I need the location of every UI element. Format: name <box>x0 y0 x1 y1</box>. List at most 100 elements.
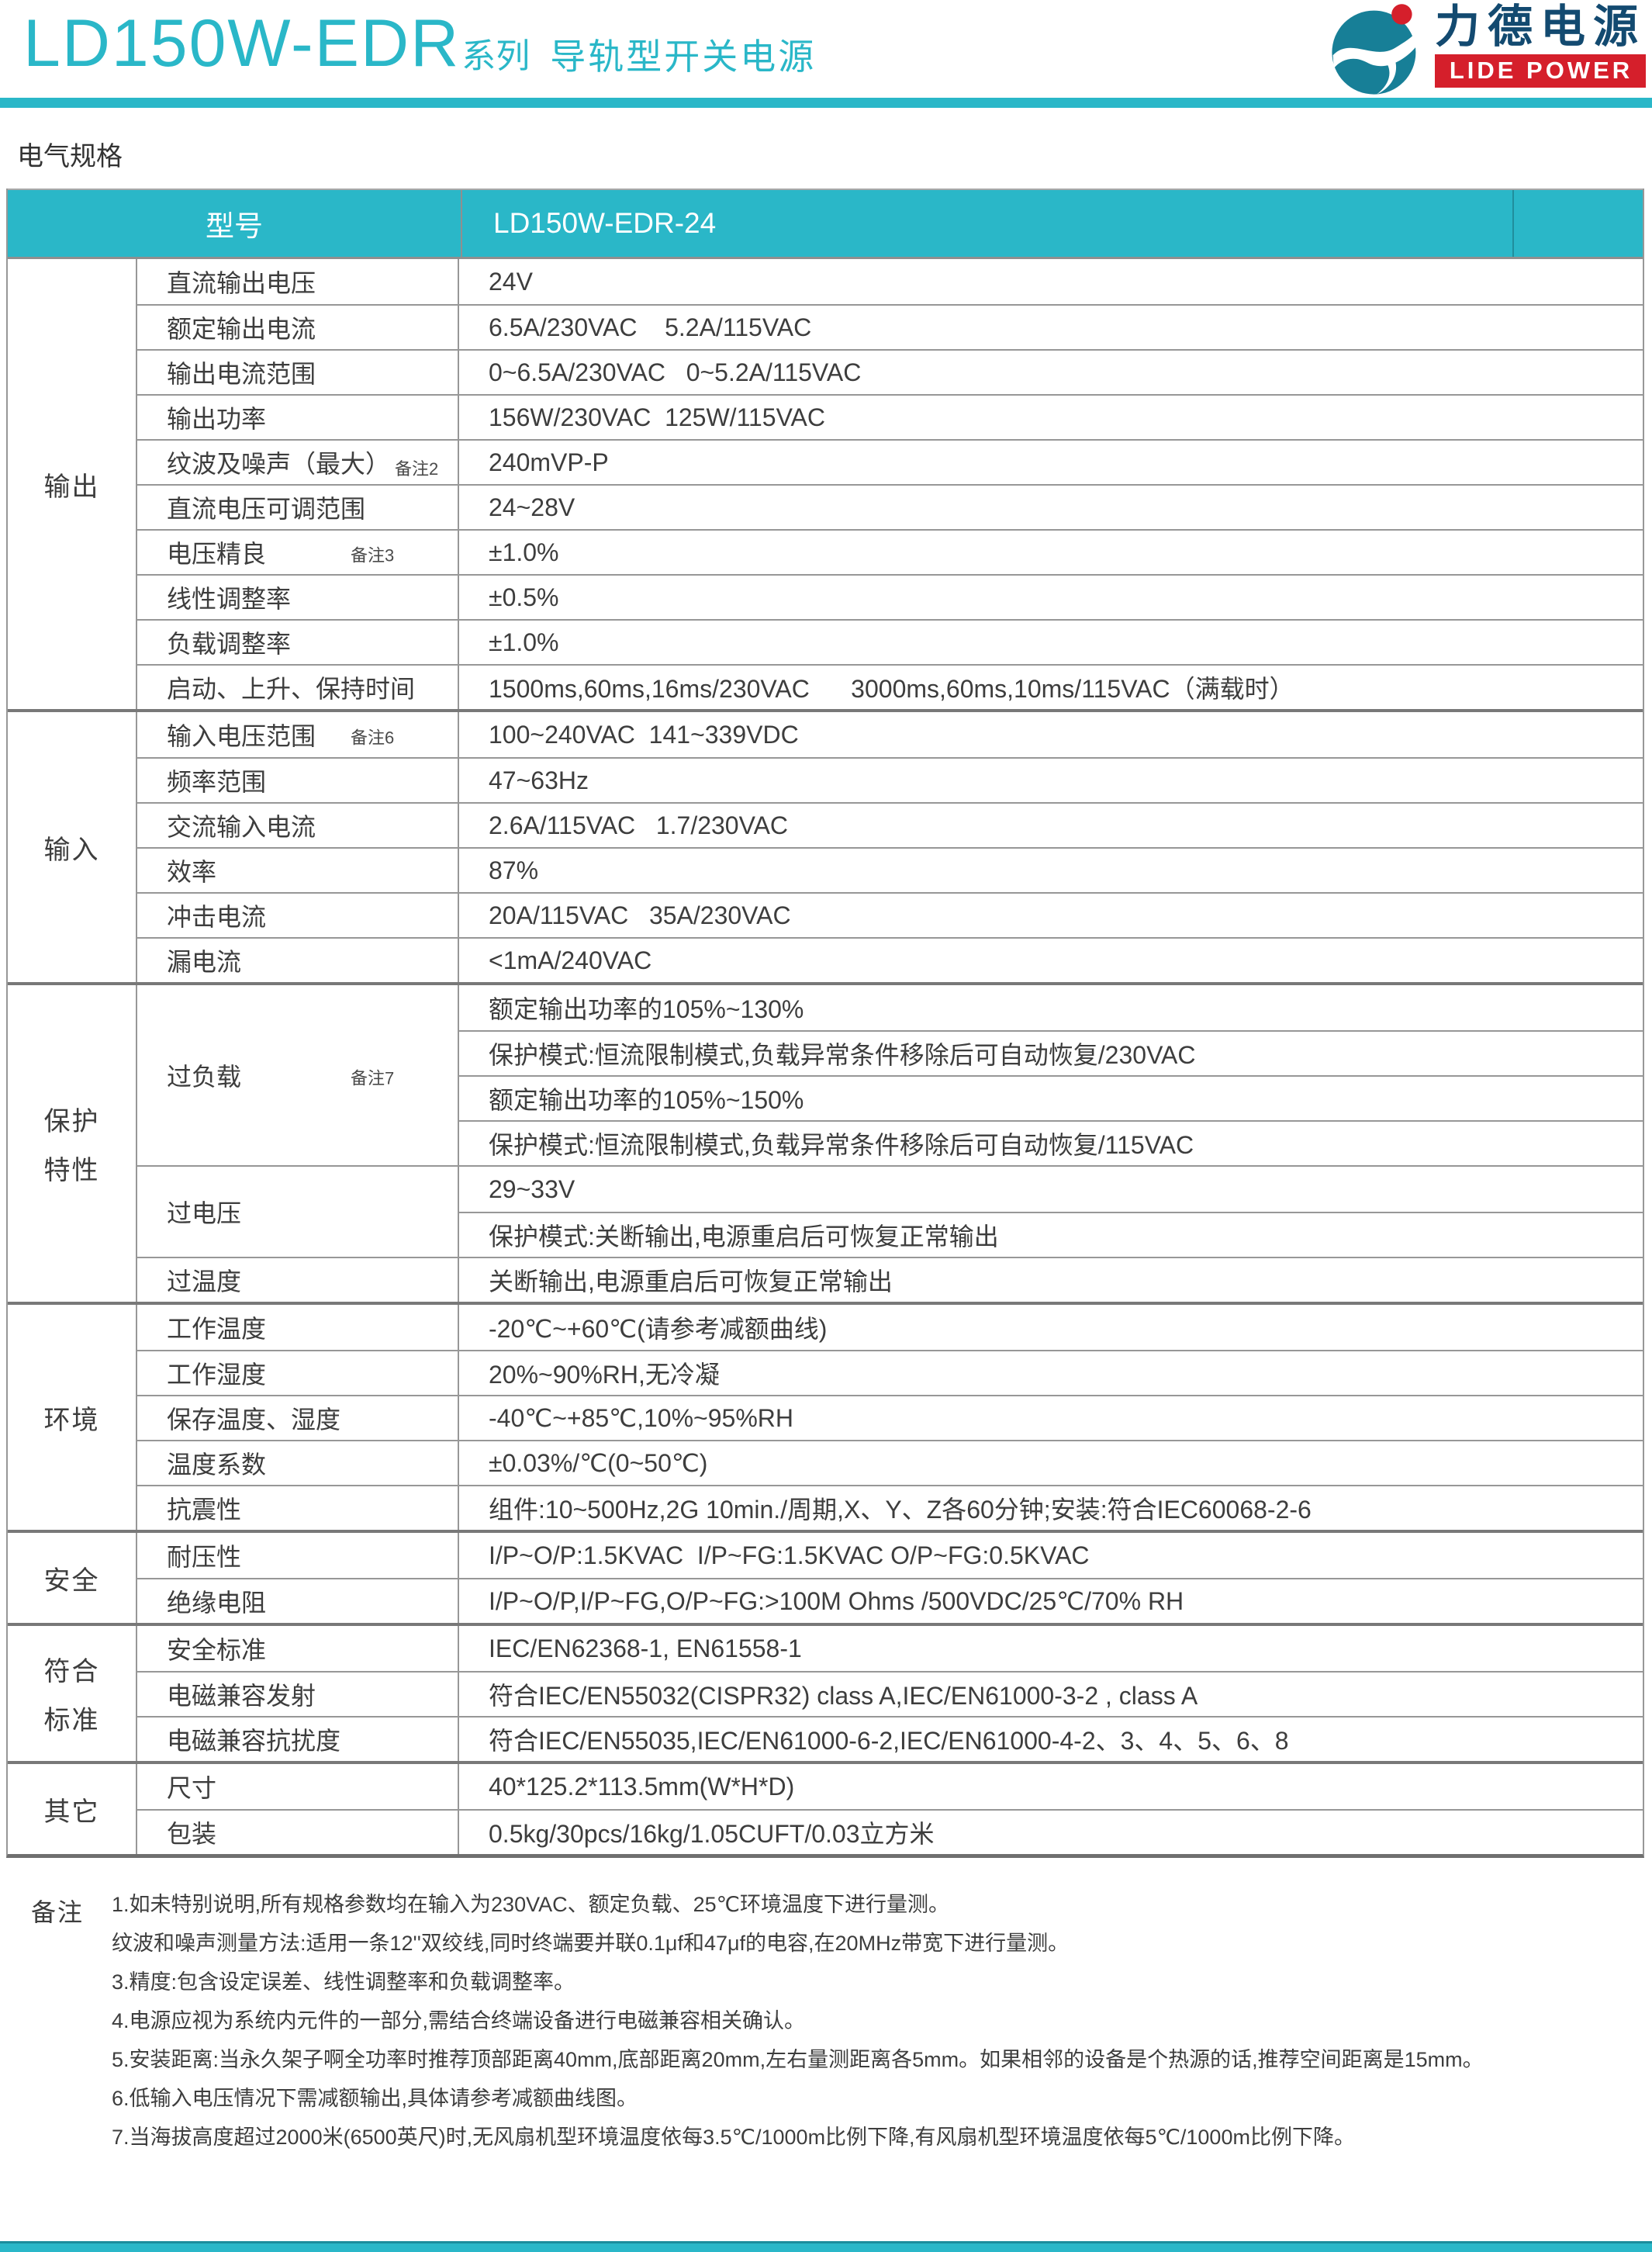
spec-label-text: 工作湿度 <box>167 1361 267 1389</box>
group-rows: 工作温度 -20℃~+60℃(请参考减额曲线) 工作湿度 20%~90%RH,无冷凝保… <box>137 1305 1643 1530</box>
group-label: 环境 <box>8 1305 137 1530</box>
spec-row-label: 启动、上升、保持时间 <box>137 666 459 709</box>
spec-group: 保护 特性 过负载 备注7 额定输出功率的105%~130% 保护模式:恒流限制模式,负载… <box>8 982 1643 1302</box>
spec-label-text: 绝缘电阻 <box>167 1589 267 1617</box>
note-item: 5.安装距离:当永久架子啊全功率时推荐顶部距离40mm,底部距离20mm,左右量… <box>112 2048 1484 2071</box>
page-subtitle: 导轨型开关电源 <box>550 36 817 77</box>
spec-value-stack: 29~33V 保护模式:关断输出,电源重启后可恢复正常输出 <box>459 1167 1643 1257</box>
spec-value: 156W/230VAC 125W/115VAC <box>489 403 825 431</box>
spec-value: -40℃~+85℃,10%~95%RH <box>489 1404 793 1432</box>
spec-row: 耐压性 I/P~O/P:1.5KVAC I/P~FG:1.5KVAC O/P~FG… <box>137 1533 1643 1578</box>
spec-row-label: 效率 <box>137 849 459 892</box>
spec-value: 20A/115VAC 35A/230VAC <box>489 901 791 929</box>
spec-row: 直流电压可调范围 24~28V <box>137 484 1643 529</box>
spec-value-stack: 额定输出功率的105%~130% 保护模式:恒流限制模式,负载异常条件移除后可自动… <box>459 985 1643 1165</box>
spec-row-label: 直流输出电压 <box>137 259 459 304</box>
spec-row: 输出电流范围 0~6.5A/230VAC 0~5.2A/115VAC <box>137 349 1643 394</box>
spec-group: 安全 耐压性 I/P~O/P:1.5KVAC I/P~FG:1.5KVAC O/P~… <box>8 1530 1643 1623</box>
spec-row: 冲击电流 20A/115VAC 35A/230VAC <box>137 892 1643 937</box>
spec-label-text: 漏电流 <box>167 948 242 976</box>
spec-label-note: 备注3 <box>351 545 395 566</box>
group-label-line: 输出 <box>43 472 100 502</box>
spec-row-label: 过电压 <box>137 1167 459 1257</box>
group-label: 符合 标准 <box>8 1626 137 1761</box>
spec-value: ±1.0% <box>489 538 559 566</box>
group-label-line: 标准 <box>43 1706 100 1735</box>
section-title: 电气规格 <box>17 142 123 171</box>
group-label-line: 符合 <box>43 1657 100 1686</box>
brand-logo: 力德电源 LIDE POWER <box>1329 3 1646 96</box>
spec-row: 漏电流 <1mA/240VAC <box>137 937 1643 982</box>
group-label-line: 安全 <box>43 1565 100 1596</box>
spec-value: 保护模式:恒流限制模式,负载异常条件移除后可自动恢复/115VAC <box>459 1120 1643 1165</box>
spec-row: 线性调整率 ±0.5% <box>137 574 1643 619</box>
spec-label-text: 冲击电流 <box>167 903 267 931</box>
spec-row: 频率范围 47~63Hz <box>137 757 1643 802</box>
spec-group: 符合 标准 安全标准 IEC/EN62368-1, EN61558-1 电磁兼容发射 符合… <box>8 1623 1643 1761</box>
spec-value: 40*125.2*113.5mm(W*H*D) <box>489 1772 795 1801</box>
spec-label-text: 线性调整率 <box>167 585 292 613</box>
spec-row: 输入电压范围 备注6 100~240VAC 141~339VDC <box>137 712 1643 757</box>
spec-row-label: 过温度 <box>137 1258 459 1302</box>
spec-value: 额定输出功率的105%~130% <box>489 995 804 1023</box>
group-rows: 安全标准 IEC/EN62368-1, EN61558-1 电磁兼容发射 符合IEC/… <box>137 1626 1643 1761</box>
spec-row-label: 工作湿度 <box>137 1351 459 1395</box>
series-suffix: 系列 <box>461 36 531 75</box>
page-title: LD150W-EDR 系列 导轨型开关电源 <box>23 6 817 81</box>
spec-value: 87% <box>489 856 539 884</box>
logo-text: 力德电源 LIDE POWER <box>1434 3 1646 88</box>
spec-value: I/P~O/P,I/P~FG,O/P~FG:>100M Ohms /500VDC… <box>489 1587 1184 1615</box>
table-header: 型号 LD150W-EDR-24 <box>8 189 1643 257</box>
group-label-line: 其它 <box>43 1797 100 1827</box>
group-rows: 耐压性 I/P~O/P:1.5KVAC I/P~FG:1.5KVAC O/P~FG… <box>137 1533 1643 1623</box>
spec-label-text: 抗震性 <box>167 1496 242 1524</box>
spec-row: 纹波及噪声（最大） 备注2 240mVP-P <box>137 439 1643 484</box>
spec-value: 符合IEC/EN55032(CISPR32) class A,IEC/EN610… <box>489 1682 1198 1710</box>
note-item: 纹波和噪声测量方法:适用一条12''双绞线,同时终端要并联0.1μf和47μf的… <box>112 1932 1070 1955</box>
group-label: 保护 特性 <box>8 985 137 1302</box>
spec-value: -20℃~+60℃(请参考减额曲线) <box>489 1315 828 1343</box>
spec-row: 输出功率 156W/230VAC 125W/115VAC <box>137 394 1643 439</box>
spec-value: 符合IEC/EN55035,IEC/EN61000-6-2,IEC/EN6100… <box>489 1727 1289 1755</box>
spec-row-label: 漏电流 <box>137 939 459 982</box>
spec-row-label: 保存温度、湿度 <box>137 1396 459 1440</box>
notes-section: 备注 1.如未特别说明,所有规格参数均在输入为230VAC、额定负载、25℃环境… <box>31 1893 1484 2164</box>
logo-name-en: LIDE POWER <box>1434 54 1646 88</box>
spec-value: 240mVP-P <box>489 448 609 476</box>
spec-row: 保存温度、湿度 -40℃~+85℃,10%~95%RH <box>137 1395 1643 1440</box>
spec-row-label: 交流输入电流 <box>137 804 459 847</box>
spec-value: 保护模式:恒流限制模式,负载异常条件移除后可自动恢复/230VAC <box>459 1030 1643 1075</box>
spec-value: 1500ms,60ms,16ms/230VAC 3000ms,60ms,10ms… <box>489 675 1294 703</box>
spec-label-text: 保存温度、湿度 <box>167 1406 341 1434</box>
notes-list: 1.如未特别说明,所有规格参数均在输入为230VAC、额定负载、25℃环境温度下… <box>112 1893 1484 2164</box>
note-item: 7.当海拔高度超过2000米(6500英尺)时,无风扇机型环境温度依每3.5℃/… <box>112 2126 1355 2149</box>
spec-label-text: 负载调整率 <box>167 630 292 658</box>
group-label-line: 输入 <box>43 835 100 865</box>
spec-group: 其它 尺寸 40*125.2*113.5mm(W*H*D) 包装 0.5kg/30pcs… <box>8 1761 1643 1854</box>
spec-value: 0.5kg/30pcs/16kg/1.05CUFT/0.03立方米 <box>489 1820 935 1848</box>
spec-row: 包装 0.5kg/30pcs/16kg/1.05CUFT/0.03立方米 <box>137 1809 1643 1854</box>
spec-row: 安全标准 IEC/EN62368-1, EN61558-1 <box>137 1626 1643 1671</box>
spec-row-label: 直流电压可调范围 <box>137 486 459 529</box>
spec-value: 47~63Hz <box>489 766 589 794</box>
spec-row: 启动、上升、保持时间 1500ms,60ms,16ms/230VAC 3000ms… <box>137 664 1643 709</box>
spec-row-label: 线性调整率 <box>137 576 459 619</box>
note-item: 4.电源应视为系统内元件的一部分,需结合终端设备进行电磁兼容相关确认。 <box>112 2009 806 2032</box>
spec-row-label: 频率范围 <box>137 759 459 802</box>
spec-row: 电压精良 备注3 ±1.0% <box>137 529 1643 574</box>
series-name: LD150W-EDR <box>23 6 461 81</box>
spec-label-text: 耐压性 <box>167 1543 242 1571</box>
group-label: 输出 <box>8 259 137 709</box>
group-label: 输入 <box>8 712 137 982</box>
spec-row-label: 电压精良 备注3 <box>137 531 459 574</box>
spec-value: IEC/EN62368-1, EN61558-1 <box>489 1634 802 1662</box>
spec-value: 关断输出,电源重启后可恢复正常输出 <box>489 1268 893 1296</box>
spec-value: ±1.0% <box>489 628 559 656</box>
model-header-label: 型号 <box>8 190 462 257</box>
spec-row-label: 安全标准 <box>137 1626 459 1671</box>
model-header-value: LD150W-EDR-24 <box>493 207 717 239</box>
spec-row: 交流输入电流 2.6A/115VAC 1.7/230VAC <box>137 802 1643 847</box>
spec-value: 20%~90%RH,无冷凝 <box>489 1361 720 1389</box>
spec-value: ±0.5% <box>489 583 559 611</box>
spec-label-text: 频率范围 <box>167 768 267 796</box>
